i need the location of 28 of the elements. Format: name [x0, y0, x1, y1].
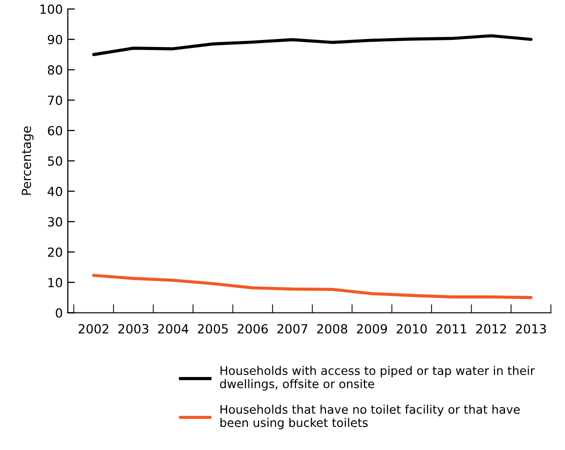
y-tick-label: 90 [48, 34, 62, 44]
x-tick-label: 2006 [238, 324, 268, 334]
y-tick-label: 50 [48, 156, 62, 166]
legend-label: Households that have no toilet facility or that have been using bucket toilets [220, 404, 520, 430]
y-tick-label: 70 [48, 96, 62, 106]
x-tick-label: 2010 [396, 324, 427, 334]
y-tick-label: 80 [48, 65, 62, 75]
x-tick-label: 2002 [78, 324, 108, 334]
legend-label: Households with access to piped or tap water in their dwellings, offsite or onsite [220, 366, 535, 391]
y-tick-label: 30 [48, 217, 62, 227]
y-tick-label: 20 [48, 247, 62, 257]
x-tick-label: 2007 [277, 324, 308, 334]
x-tick-label: 2005 [198, 324, 228, 334]
x-tick-label: 2008 [317, 324, 348, 334]
x-tick-label: 2011 [436, 324, 466, 334]
y-tick-label: 10 [48, 278, 62, 288]
y-tick-label: 0 [56, 308, 62, 318]
y-axis-title: Percentage [22, 126, 34, 195]
x-tick-label: 2004 [158, 324, 188, 334]
x-tick-label: 2012 [476, 324, 506, 334]
x-tick-label: 2009 [356, 324, 387, 334]
y-tick-label: 100 [40, 4, 62, 14]
x-tick-label: 2003 [118, 324, 148, 334]
y-tick-label: 40 [48, 186, 62, 196]
line-series [92, 34, 533, 56]
line-series [92, 274, 533, 300]
x-tick-label: 2013 [516, 324, 546, 334]
y-tick-label: 60 [48, 126, 62, 136]
